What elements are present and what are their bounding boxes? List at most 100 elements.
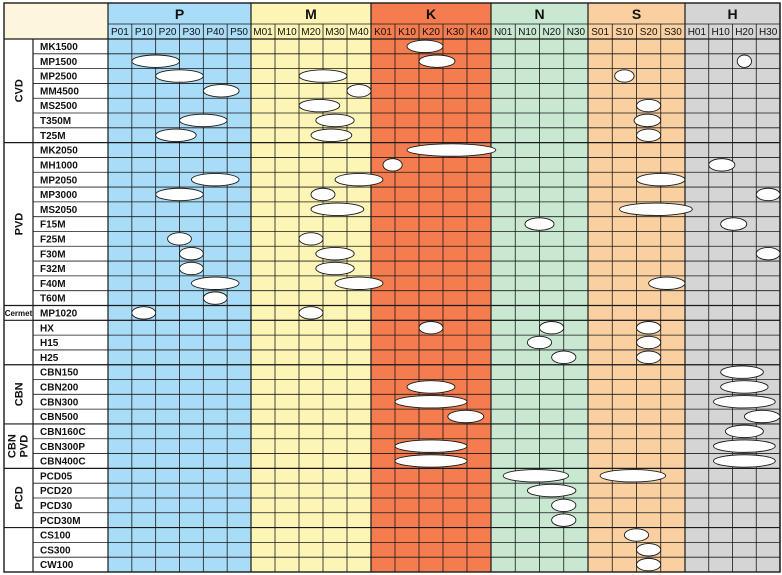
range-ellipse-pcd20-n xyxy=(526,483,577,498)
grade-label-m20: M20 xyxy=(301,27,321,38)
range-ellipse-pcd05-n xyxy=(502,469,570,483)
grade-label-n20: N20 xyxy=(542,27,561,38)
range-ellipse-t350m-s xyxy=(633,113,662,128)
grade-label-m01: M01 xyxy=(253,27,273,38)
group-header-m: M xyxy=(305,6,317,22)
row-label-cbn300p: CBN300P xyxy=(40,442,85,453)
grade-label-p01: P01 xyxy=(111,27,129,38)
range-ellipse-cbn300-h xyxy=(713,395,776,409)
range-ellipse-mk1500-k xyxy=(406,39,444,54)
range-ellipse-cbn300p-h xyxy=(713,439,776,453)
range-ellipse-ms2050-s xyxy=(619,202,693,216)
row-label-pcd30m: PCD30M xyxy=(40,516,81,527)
range-ellipse-f32m-m xyxy=(315,261,355,276)
range-ellipse-mm4500-p xyxy=(202,84,240,98)
row-label-t25m: T25M xyxy=(40,131,66,142)
range-ellipse-t60m-p xyxy=(202,291,228,305)
row-label-cs300: CS300 xyxy=(40,545,71,556)
row-label-f15m: F15M xyxy=(40,220,66,231)
range-ellipse-cw100-s xyxy=(636,557,662,572)
grade-label-p30: P30 xyxy=(183,27,201,38)
row-label-mk2050: MK2050 xyxy=(40,146,78,157)
row-label-pcd30: PCD30 xyxy=(40,501,73,512)
range-ellipse-hx-n xyxy=(539,321,565,335)
range-ellipse-f32m-p xyxy=(179,261,204,276)
category-label-cvd: CVD xyxy=(14,79,26,102)
row-label-mm4500: MM4500 xyxy=(40,86,79,97)
category-label-cbn-pvd: CBNPVD xyxy=(7,434,31,458)
range-ellipse-mp1500-p xyxy=(131,54,180,68)
row-label-cbn200: CBN200 xyxy=(40,383,79,394)
grade-label-s10: S10 xyxy=(615,27,633,38)
grade-label-p20: P20 xyxy=(159,27,177,38)
row-label-f30m: F30M xyxy=(40,249,66,260)
grade-label-n30: N30 xyxy=(567,27,586,38)
range-ellipse-ms2500-m xyxy=(298,98,341,113)
range-ellipse-mp2500-s xyxy=(614,69,635,83)
row-label-pcd05: PCD05 xyxy=(40,471,73,482)
row-label-h25: H25 xyxy=(40,353,59,364)
range-ellipse-mp3000-h xyxy=(755,187,781,202)
row-label-f25m: F25M xyxy=(40,234,66,245)
range-ellipse-f40m-p xyxy=(190,276,240,290)
range-ellipse-cbn500-h xyxy=(743,409,781,424)
range-ellipse-f15m-h xyxy=(720,217,748,231)
grade-label-m40: M40 xyxy=(349,27,369,38)
range-ellipse-t25m-p xyxy=(155,128,197,142)
range-ellipse-mh1000-h xyxy=(708,158,736,172)
row-label-mp1500: MP1500 xyxy=(40,57,78,68)
row-label-ms2500: MS2500 xyxy=(40,101,78,112)
range-ellipse-mp2500-p xyxy=(155,69,204,83)
category-label-cermet: Cermet xyxy=(5,309,33,318)
range-ellipse-f25m-p xyxy=(167,232,192,246)
range-ellipse-h15-s xyxy=(636,335,662,350)
range-ellipse-t25m-m xyxy=(310,128,353,142)
grade-label-m30: M30 xyxy=(325,27,345,38)
row-label-cbn300: CBN300 xyxy=(40,397,79,408)
grade-label-k20: K20 xyxy=(422,27,440,38)
grade-label-h20: H20 xyxy=(735,27,754,38)
range-ellipse-t350m-m xyxy=(315,113,355,128)
range-ellipse-h25-s xyxy=(636,350,662,364)
category-label-pcd: PCD xyxy=(14,486,26,509)
group-band-k xyxy=(371,3,491,572)
range-ellipse-hx-s xyxy=(636,321,662,335)
range-ellipse-mp3000-m xyxy=(310,187,336,202)
range-ellipse-pcd30m-n xyxy=(551,513,577,527)
row-label-pcd20: PCD20 xyxy=(40,486,73,497)
row-label-mp3000: MP3000 xyxy=(40,190,78,201)
range-ellipse-f25m-m xyxy=(298,232,324,246)
grade-label-k40: K40 xyxy=(470,27,488,38)
row-label-t60m: T60M xyxy=(40,294,66,305)
range-ellipse-ms2500-s xyxy=(636,98,662,113)
range-ellipse-cs100-s xyxy=(623,528,650,542)
grade-label-p10: P10 xyxy=(135,27,153,38)
grade-label-n01: N01 xyxy=(494,27,513,38)
row-label-mh1000: MH1000 xyxy=(40,160,78,171)
range-ellipse-h15-n xyxy=(526,335,553,350)
range-ellipse-cs300-s xyxy=(636,543,662,557)
range-ellipse-f40m-m xyxy=(334,276,384,290)
range-ellipse-f30m-h xyxy=(755,247,781,261)
range-ellipse-cbn300-k xyxy=(394,395,468,409)
grade-label-k30: K30 xyxy=(446,27,464,38)
row-label-cbn160c: CBN160C xyxy=(40,427,86,438)
range-ellipse-t350m-p xyxy=(179,113,228,128)
range-ellipse-mp3000-p xyxy=(155,187,204,202)
range-ellipse-pcd05-s xyxy=(599,469,667,483)
group-header-p: P xyxy=(175,6,184,22)
range-ellipse-h25-n xyxy=(551,350,577,364)
row-label-cbn500: CBN500 xyxy=(40,412,79,423)
row-label-cbn400c: CBN400C xyxy=(40,457,86,468)
range-ellipse-f30m-m xyxy=(315,247,355,261)
row-label-f32m: F32M xyxy=(40,264,66,275)
range-ellipse-cbn150-h xyxy=(720,365,764,379)
range-ellipse-cbn200-k xyxy=(406,380,456,394)
row-label-mp1020: MP1020 xyxy=(40,309,78,320)
grade-label-k10: K10 xyxy=(398,27,416,38)
range-ellipse-f40m-s xyxy=(648,276,686,290)
range-ellipse-mp2050-p xyxy=(190,172,240,187)
grade-label-h30: H30 xyxy=(759,27,778,38)
range-ellipse-cbn400c-k xyxy=(394,454,468,468)
